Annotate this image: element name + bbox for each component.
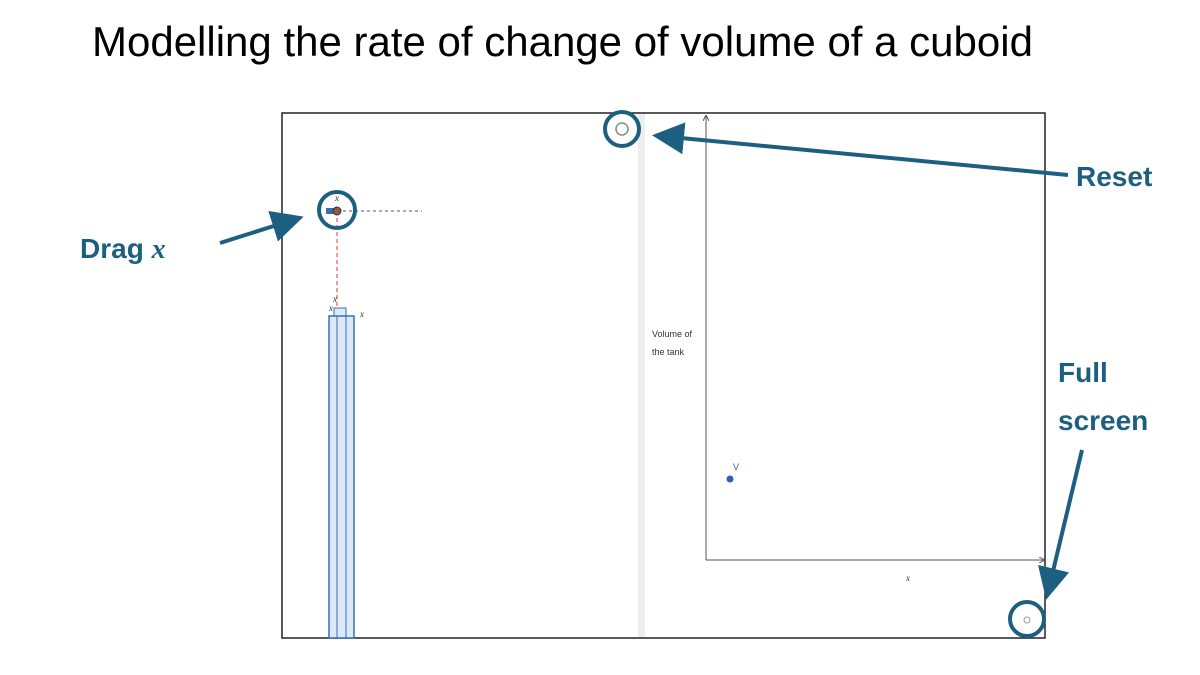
annotation-label: Reset <box>1076 161 1152 192</box>
x-axis-label: x <box>905 573 910 583</box>
arrow <box>1038 449 1084 600</box>
slider-bar <box>326 208 334 214</box>
cuboid-label: x <box>328 303 333 313</box>
arrow <box>219 210 304 245</box>
annotation-label: screen <box>1058 405 1148 436</box>
slider-point[interactable] <box>332 206 342 216</box>
annotation-variable: x <box>151 234 166 265</box>
highlight-circle <box>603 110 641 148</box>
arrow <box>652 122 1069 177</box>
point-label: V <box>733 462 739 472</box>
highlight-circle <box>317 190 357 230</box>
annotation-label: Full <box>1058 357 1108 388</box>
cuboid-label: x <box>332 294 337 304</box>
highlight-circle <box>1008 600 1046 638</box>
volume-point <box>726 475 734 483</box>
y-axis-label: the tank <box>652 347 685 357</box>
cuboid-label: x <box>359 309 364 319</box>
divider <box>638 114 645 637</box>
reset-icon[interactable] <box>615 122 629 136</box>
applet-frame <box>281 112 1046 639</box>
cuboid <box>328 315 355 639</box>
annotation-label: Drag <box>80 233 144 264</box>
slide-title: Modelling the rate of change of volume o… <box>92 18 1033 65</box>
cuboid-top <box>333 307 347 317</box>
annotation-label: Drag x <box>80 233 166 265</box>
fullscreen-icon[interactable] <box>1023 616 1031 624</box>
y-axis-label: Volume of <box>652 329 693 339</box>
slider-label: x <box>334 193 339 203</box>
